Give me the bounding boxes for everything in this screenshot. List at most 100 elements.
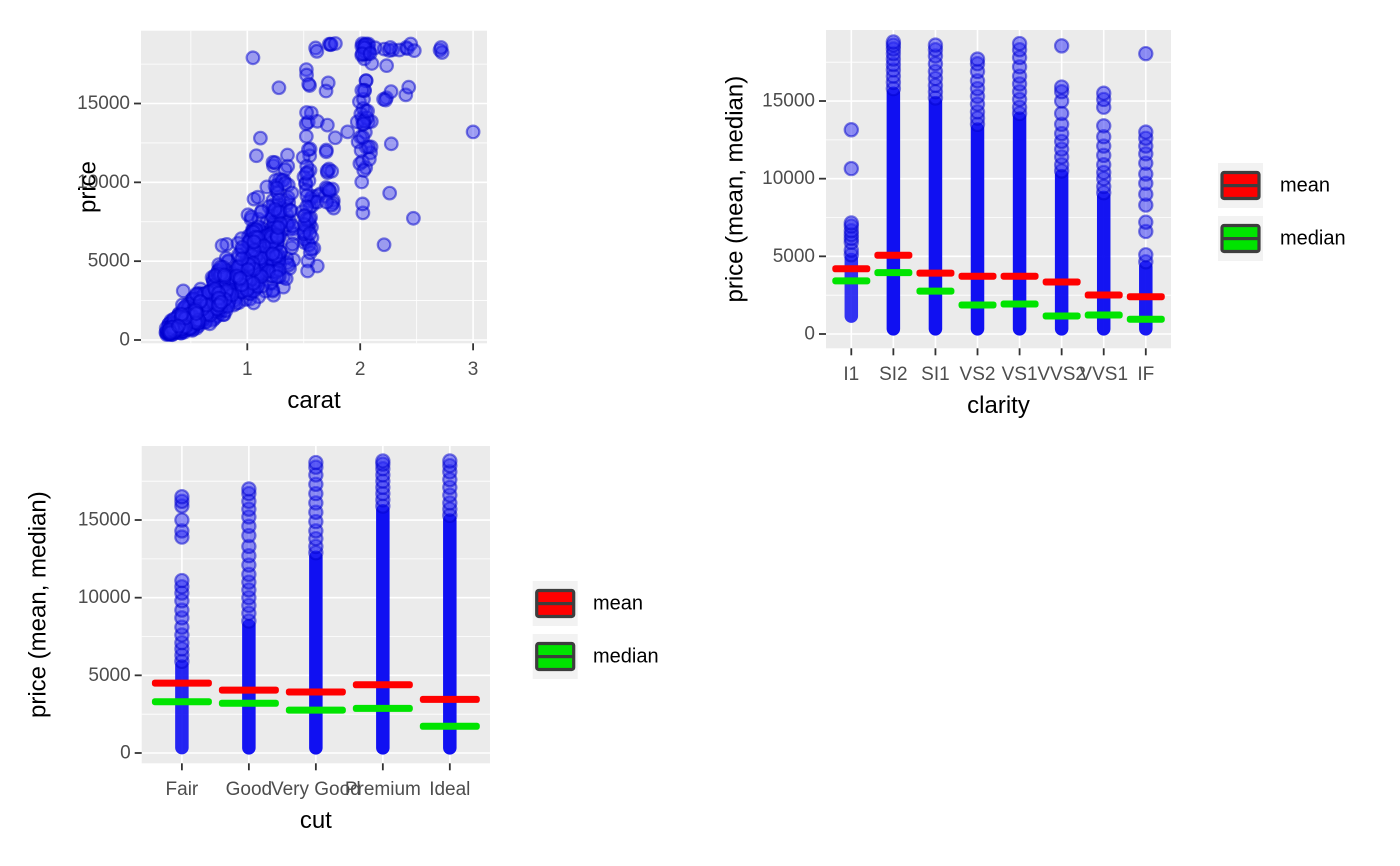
strip-point bbox=[174, 572, 190, 589]
strip-core bbox=[928, 95, 943, 336]
mean-bar bbox=[419, 695, 480, 703]
median-bar bbox=[916, 287, 955, 295]
strip-point bbox=[843, 122, 859, 138]
median-bar bbox=[419, 722, 480, 730]
strip-point bbox=[1053, 79, 1070, 95]
mean-bar bbox=[832, 265, 871, 273]
y-tick-label: 5000 bbox=[88, 665, 130, 686]
mean-bar bbox=[916, 269, 955, 277]
x-tick-label: 3 bbox=[468, 359, 479, 380]
mean-bar bbox=[1084, 291, 1123, 299]
gridlines bbox=[141, 30, 487, 344]
strip-point bbox=[375, 453, 391, 469]
legend: mean median bbox=[1218, 163, 1346, 261]
median-bar bbox=[285, 706, 346, 714]
y-tick-label: 10000 bbox=[77, 172, 130, 193]
median-bar bbox=[1000, 300, 1039, 308]
strip-point bbox=[1138, 247, 1154, 263]
median-bar bbox=[1084, 311, 1123, 319]
median-bar bbox=[352, 704, 413, 712]
strip-point bbox=[1053, 105, 1070, 122]
x-axis-title: cut bbox=[300, 807, 332, 834]
points-layer bbox=[158, 36, 481, 343]
strip-point bbox=[174, 489, 190, 505]
mean-bar bbox=[285, 688, 346, 696]
strip-point bbox=[843, 215, 859, 231]
strip-point bbox=[308, 454, 324, 471]
y-tick-label: 15000 bbox=[762, 91, 815, 112]
x-tick-label: 2 bbox=[355, 359, 366, 380]
y-axis-title: price (mean, median) bbox=[722, 76, 749, 303]
median-bar bbox=[832, 277, 871, 285]
x-axis-title: carat bbox=[287, 387, 341, 414]
x-tick-label: VS1 bbox=[1002, 364, 1038, 385]
mean-bar bbox=[352, 681, 413, 689]
strip-core bbox=[970, 122, 985, 336]
strip-point bbox=[1138, 45, 1154, 62]
y-tick-label: 15000 bbox=[77, 93, 130, 114]
median-bars bbox=[832, 269, 1165, 323]
x-tick-label: SI2 bbox=[879, 364, 908, 385]
y-axis: 0 5000 10000 15000 bbox=[762, 91, 826, 345]
y-tick-label: 15000 bbox=[78, 510, 131, 531]
x-tick-label: Ideal bbox=[429, 779, 470, 800]
strip-point bbox=[927, 37, 944, 53]
strip-core bbox=[309, 550, 323, 755]
legend-key-crossbar bbox=[536, 655, 574, 659]
strip-core bbox=[886, 86, 901, 336]
x-tick-label: Premium bbox=[345, 779, 421, 800]
strip-core bbox=[1096, 190, 1111, 336]
strip-core bbox=[376, 503, 390, 755]
y-axis-title: price bbox=[75, 161, 102, 213]
y-tick-label: 10000 bbox=[762, 168, 815, 189]
strip-point bbox=[1096, 118, 1112, 134]
x-axis: 1 2 3 bbox=[242, 343, 478, 380]
median-bar bbox=[1042, 312, 1081, 320]
mean-bar bbox=[218, 686, 279, 694]
mean-bar bbox=[1000, 272, 1039, 280]
strip-point bbox=[1096, 85, 1112, 101]
strip-point bbox=[1053, 38, 1070, 54]
x-tick-label: VVS2 bbox=[1037, 364, 1086, 385]
median-bar bbox=[151, 698, 212, 706]
legend-key-crossbar bbox=[536, 602, 574, 606]
median-bars bbox=[151, 698, 480, 730]
strip-point bbox=[885, 34, 902, 50]
legend-key-crossbar bbox=[1222, 184, 1259, 188]
y-tick-label: 5000 bbox=[773, 246, 815, 267]
strip-core bbox=[1054, 168, 1069, 336]
strip-core bbox=[844, 252, 859, 323]
y-axis: 0 5000 10000 15000 bbox=[78, 510, 142, 764]
y-tick-label: 5000 bbox=[88, 251, 130, 272]
strip-point bbox=[969, 51, 986, 67]
x-tick-label: IF bbox=[1137, 364, 1154, 385]
median-bar bbox=[1126, 315, 1165, 323]
legend-label-mean: mean bbox=[593, 593, 643, 615]
strip-point bbox=[1138, 214, 1154, 230]
legend-label-median: median bbox=[593, 646, 659, 668]
mean-bars bbox=[151, 679, 480, 703]
mean-bars bbox=[832, 251, 1165, 301]
x-tick-label: VS2 bbox=[960, 364, 996, 385]
median-bar bbox=[874, 269, 913, 277]
y-axis-title: price (mean, median) bbox=[25, 491, 52, 718]
x-axis-title: clarity bbox=[967, 392, 1030, 419]
mean-bar bbox=[1126, 293, 1165, 301]
strip-point bbox=[241, 481, 257, 497]
strip-point bbox=[442, 453, 458, 469]
mean-bar bbox=[1042, 278, 1081, 286]
x-tick-label: Good bbox=[226, 779, 272, 800]
x-tick-label: SI1 bbox=[921, 364, 950, 385]
legend-label-median: median bbox=[1280, 228, 1346, 250]
strip-point bbox=[174, 512, 190, 528]
median-bar bbox=[958, 301, 997, 309]
y-tick-label: 0 bbox=[804, 324, 815, 345]
points-layer bbox=[174, 453, 458, 755]
mean-bar bbox=[958, 272, 997, 280]
scatter-price-vs-carat: 1 2 3 0 5000 10000 15000 carat price bbox=[75, 30, 487, 414]
x-tick-label: Fair bbox=[166, 779, 199, 800]
legend-key-crossbar bbox=[1222, 237, 1259, 241]
